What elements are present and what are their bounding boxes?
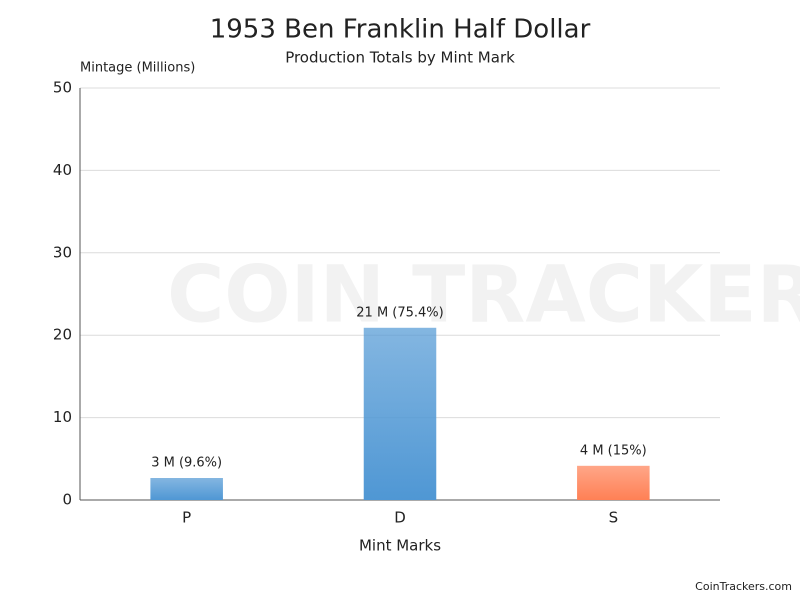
credit: CoinTrackers.com	[695, 580, 792, 593]
watermark: COIN TRACKERS	[167, 250, 800, 340]
chart-subtitle: Production Totals by Mint Mark	[285, 49, 515, 67]
x-axis-label: Mint Marks	[359, 537, 441, 555]
value-label: 4 M (15%)	[580, 443, 647, 458]
y-tick-label: 30	[53, 243, 72, 261]
bar	[150, 477, 223, 500]
y-tick-label: 20	[53, 326, 72, 344]
y-axis-label: Mintage (Millions)	[80, 61, 195, 76]
y-tick-label: 0	[62, 491, 72, 509]
value-label: 21 M (75.4%)	[356, 305, 443, 320]
y-tick-label: 40	[53, 161, 72, 179]
bar	[577, 465, 650, 500]
bar	[363, 327, 437, 500]
value-label: 3 M (9.6%)	[151, 455, 222, 470]
x-tick-label: D	[394, 509, 406, 527]
chart-title: 1953 Ben Franklin Half Dollar	[210, 15, 591, 45]
x-tick-label: P	[182, 509, 191, 527]
y-tick-label: 10	[53, 408, 72, 426]
x-tick-label: S	[609, 509, 619, 527]
y-tick-label: 50	[53, 79, 72, 97]
